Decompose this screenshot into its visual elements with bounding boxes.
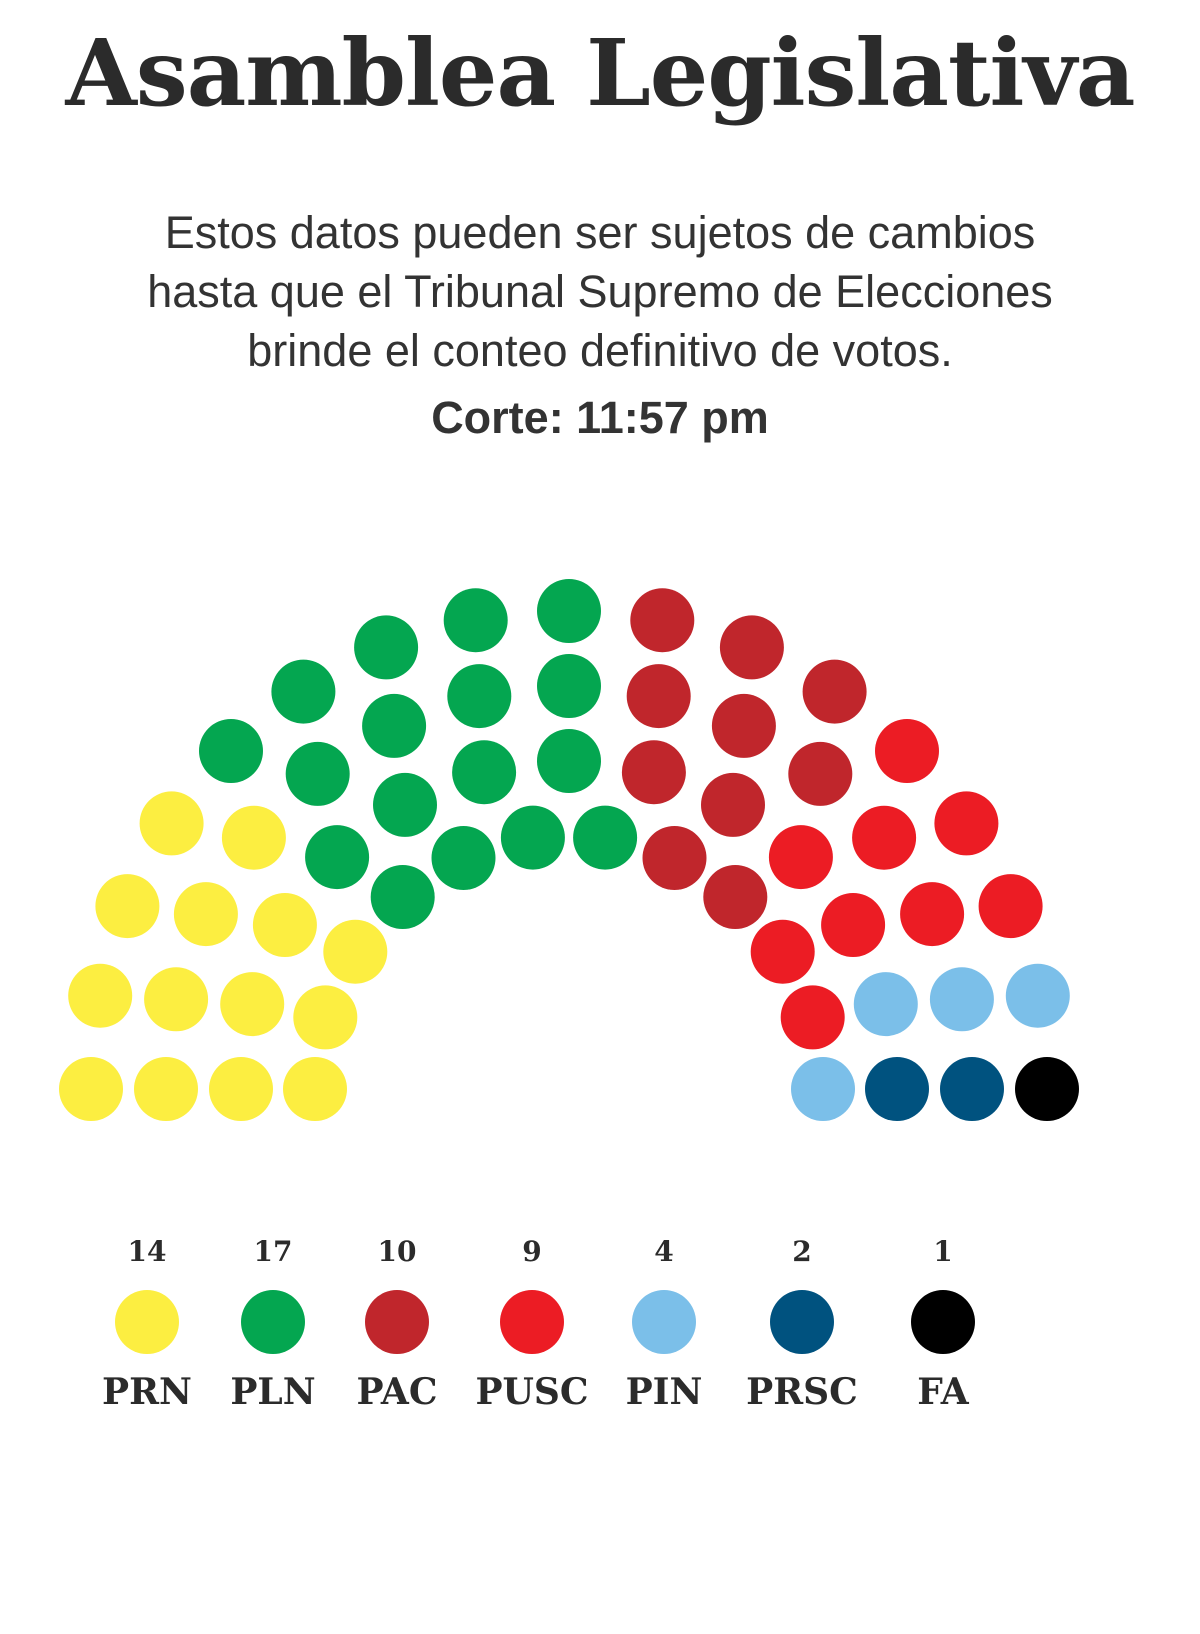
seat-pln <box>305 825 370 890</box>
seat-pin <box>1005 963 1070 1028</box>
seat-prn <box>134 1057 198 1121</box>
legend-count-fa: 1 <box>933 1235 952 1268</box>
seat-prn <box>293 985 358 1050</box>
legend-label-prsc: PRSC <box>746 1371 858 1413</box>
legend-label-pin: PIN <box>626 1371 703 1413</box>
seat-pac <box>642 826 707 890</box>
seat-prn <box>283 1057 347 1121</box>
legend: 14 PRN 17 PLN 10 PAC 9 PUSC 4 PIN 2 PRSC 1 FA <box>102 1235 975 1413</box>
seat-pac <box>719 615 784 680</box>
seat-prn <box>95 874 160 939</box>
seat-pln <box>431 826 496 890</box>
seat-prn <box>220 972 285 1037</box>
seat-pln <box>443 588 508 653</box>
seat-pln <box>271 659 336 724</box>
seat-prsc <box>940 1057 1004 1121</box>
seat-fa <box>1015 1057 1079 1121</box>
seat-pln <box>285 741 350 806</box>
disclaimer-line-2: hasta que el Tribunal Supremo de Eleccio… <box>147 266 1053 317</box>
seat-prn <box>68 963 133 1028</box>
legend-swatch-pin <box>632 1290 696 1354</box>
seat-pusc <box>750 919 815 984</box>
seat-pln <box>537 654 601 718</box>
seat-pusc <box>852 805 917 870</box>
seat-pln <box>537 729 601 793</box>
seat-pac <box>711 693 776 758</box>
seat-pin <box>929 967 994 1032</box>
legend-label-pac: PAC <box>356 1371 437 1413</box>
seat-pusc <box>821 893 886 957</box>
disclaimer-line-3: brinde el conteo definitivo de votos. <box>247 325 953 376</box>
seat-pac <box>701 772 765 837</box>
legend-count-prsc: 2 <box>792 1235 811 1268</box>
seat-prn <box>144 967 209 1032</box>
seat-pln <box>199 719 263 783</box>
disclaimer-text: Estos datos pueden ser sujetos de cambio… <box>30 203 1170 380</box>
seat-prn <box>59 1057 123 1121</box>
seat-prn <box>323 919 388 984</box>
seat-pac <box>621 740 686 805</box>
seat-prn <box>139 791 204 856</box>
seat-pusc <box>900 882 965 947</box>
seat-pac <box>802 659 867 724</box>
legend-count-pln: 17 <box>254 1235 293 1268</box>
seat-pln <box>452 740 517 805</box>
legend-label-pusc: PUSC <box>475 1371 588 1413</box>
legend-count-pin: 4 <box>654 1235 673 1268</box>
seat-pac <box>630 588 695 653</box>
seat-pac <box>626 664 691 729</box>
seat-pac <box>703 865 768 929</box>
legend-swatch-pln <box>241 1290 305 1354</box>
seat-pusc <box>780 985 845 1050</box>
seat-prn <box>173 882 238 947</box>
cutoff-time: Corte: 11:57 pm <box>431 392 769 443</box>
legend-swatch-prn <box>115 1290 179 1354</box>
seat-prn <box>209 1057 273 1121</box>
legend-label-fa: FA <box>917 1371 969 1413</box>
legend-count-prn: 14 <box>128 1235 167 1268</box>
legend-label-prn: PRN <box>102 1371 192 1413</box>
seat-pln <box>573 805 638 870</box>
seat-prn <box>221 805 286 870</box>
page-title: Asamblea Legislativa <box>65 19 1136 127</box>
seat-pin <box>791 1057 855 1121</box>
seat-pln <box>354 615 419 680</box>
seat-pln <box>362 693 427 758</box>
seat-pusc <box>934 791 999 856</box>
legend-swatch-prsc <box>770 1290 834 1354</box>
seat-group <box>59 579 1079 1121</box>
legend-count-pusc: 9 <box>522 1235 541 1268</box>
legend-swatch-pusc <box>500 1290 564 1354</box>
seat-pac <box>788 741 853 806</box>
seat-pln <box>370 865 435 929</box>
seat-prn <box>252 893 317 957</box>
seat-pusc <box>978 874 1043 939</box>
seat-pusc <box>768 825 833 890</box>
seat-pln <box>500 805 565 870</box>
disclaimer-line-1: Estos datos pueden ser sujetos de cambio… <box>164 207 1036 258</box>
legend-label-pln: PLN <box>230 1371 315 1413</box>
seat-pln <box>373 772 437 837</box>
legend-swatch-pac <box>365 1290 429 1354</box>
legend-count-pac: 10 <box>378 1235 417 1268</box>
seat-prsc <box>865 1057 929 1121</box>
seat-pin <box>853 972 918 1037</box>
seat-pusc <box>875 719 939 783</box>
seat-pln <box>447 664 512 729</box>
legend-swatch-fa <box>911 1290 975 1354</box>
seat-pln <box>537 579 601 643</box>
